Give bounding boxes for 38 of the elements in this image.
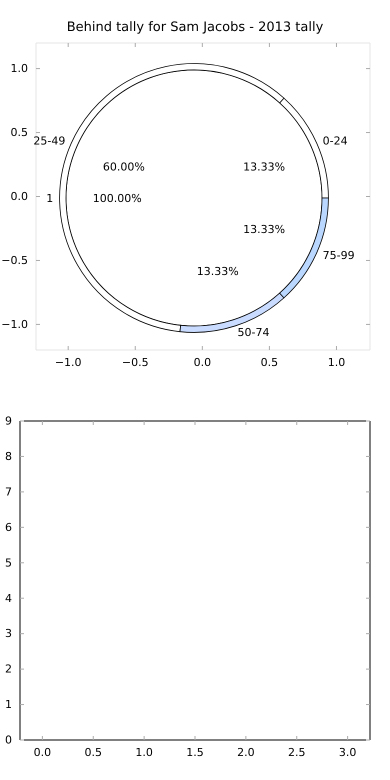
chart-title: Behind tally for Sam Jacobs - 2013 tally [66, 20, 324, 35]
data-label: 13.33% [243, 160, 286, 174]
y-tick-label: 7 [5, 485, 12, 498]
slice-label: 25-49 [33, 134, 66, 148]
slice-label: 75-99 [322, 249, 355, 262]
x-tick-label: 3.0 [338, 746, 356, 759]
slice-label: 50-74 [238, 326, 270, 339]
y-tick-label: 1 [5, 698, 12, 712]
x-tick-label: 2.0 [237, 746, 255, 759]
x-tick-label: 0.5 [84, 746, 102, 759]
y-tick-label: 9 [5, 414, 12, 428]
x-tick-label: 0.5 [260, 356, 278, 369]
x-tick-label: 0.0 [34, 746, 52, 759]
y-tick-label: 5 [5, 556, 12, 570]
x-tick-label: 0.0 [194, 356, 212, 369]
y-tick-label: 1.0 [10, 62, 28, 76]
data-label: 13.33% [196, 264, 239, 278]
y-tick-label: 0.0 [10, 190, 28, 204]
y-tick-label: 2 [5, 662, 12, 676]
x-tick-label: −0.5 [122, 356, 149, 369]
x-tick-label: 1.0 [135, 746, 153, 759]
x-tick-label: 1.0 [328, 356, 346, 369]
data-label: 13.33% [243, 223, 286, 236]
x-tick-label: 2.5 [288, 746, 306, 759]
y-tick-label: 4 [5, 592, 12, 605]
y-tick-label: −1.0 [1, 318, 28, 331]
x-tick-label: 1.5 [186, 746, 204, 759]
y-tick-label: 6 [5, 520, 12, 534]
y-tick-label: 8 [5, 450, 12, 463]
slice-label: 0-24 [322, 134, 348, 148]
slice-label: 1 [46, 192, 54, 205]
x-tick-label: −1.0 [54, 356, 82, 369]
data-label: 60.00% [102, 160, 145, 174]
y-tick-label: 0.5 [10, 126, 28, 140]
y-tick-label: 0 [5, 734, 12, 747]
data-label: 100.00% [92, 192, 142, 205]
y-tick-label: 3 [5, 627, 12, 640]
y-tick-label: −0.5 [1, 254, 28, 267]
